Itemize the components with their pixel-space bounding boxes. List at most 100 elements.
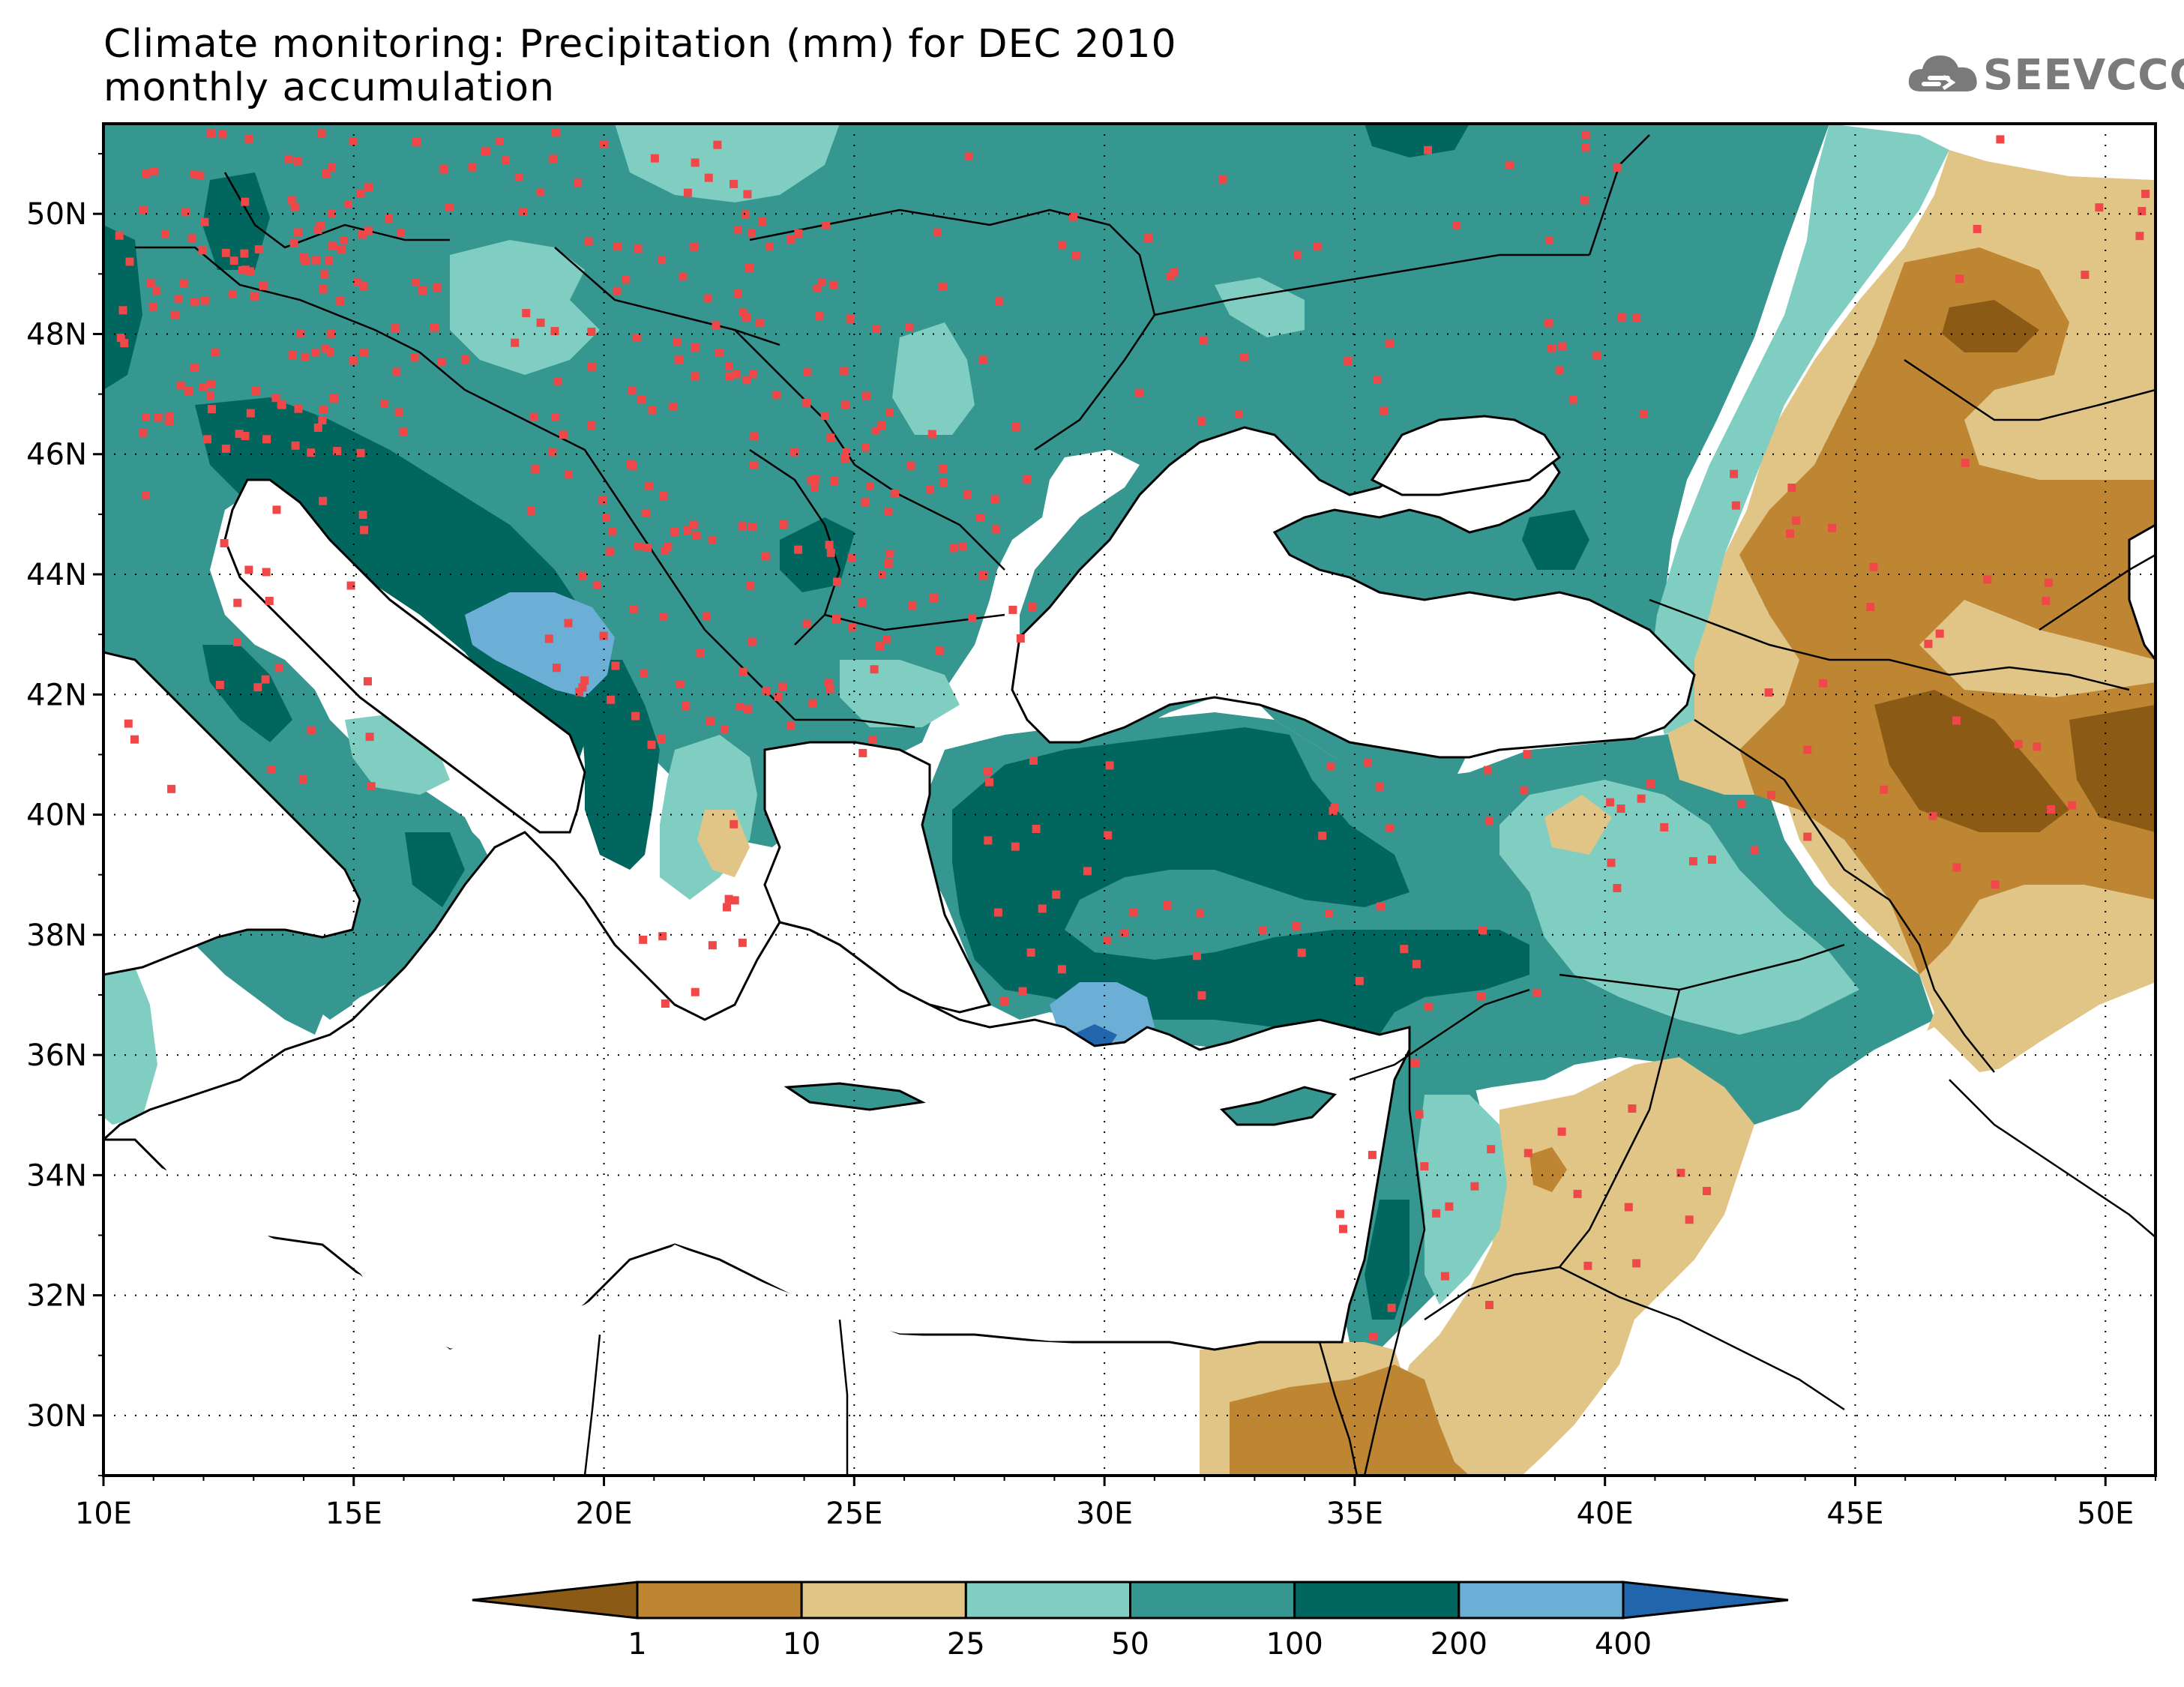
station-marker — [2141, 190, 2150, 199]
precip-region-sicily — [225, 930, 360, 1020]
station-marker — [208, 405, 216, 414]
station-marker — [1335, 1209, 1344, 1218]
station-marker — [549, 154, 558, 163]
station-marker — [738, 667, 747, 676]
station-marker — [346, 581, 355, 590]
precip-region-25-50-romania — [892, 322, 975, 435]
station-marker — [394, 408, 403, 417]
station-marker — [664, 542, 673, 551]
station-marker — [742, 376, 751, 385]
station-marker — [642, 508, 651, 517]
station-marker — [1196, 909, 1205, 918]
precip-region-turkey-dry — [1544, 795, 1612, 855]
station-marker — [206, 391, 215, 400]
station-marker — [1297, 948, 1306, 957]
station-marker — [815, 311, 824, 320]
station-marker — [963, 490, 972, 499]
station-marker — [1400, 945, 1409, 954]
lat-tick-label: 44N — [26, 558, 87, 592]
station-marker — [712, 321, 721, 330]
adriatic-sea — [223, 478, 586, 834]
station-marker — [274, 664, 283, 673]
station-marker — [241, 432, 250, 440]
lon-tick-label: 50E — [2077, 1497, 2134, 1531]
station-marker — [708, 535, 717, 544]
station-marker — [290, 202, 299, 211]
station-marker — [1613, 884, 1622, 892]
station-marker — [949, 544, 958, 553]
station-marker — [622, 275, 631, 284]
station-marker — [359, 282, 368, 291]
station-marker — [1000, 996, 1009, 1005]
station-marker — [1676, 1168, 1685, 1177]
station-marker — [626, 460, 635, 469]
station-marker — [802, 398, 811, 407]
station-marker — [1583, 1261, 1592, 1270]
station-marker — [825, 685, 834, 694]
station-marker — [643, 544, 652, 553]
precip-region-25-50-ukraine — [1215, 277, 1305, 337]
station-marker — [2095, 203, 2104, 212]
station-marker — [220, 539, 229, 547]
station-marker — [746, 581, 755, 590]
station-marker — [261, 675, 270, 684]
station-marker — [1952, 716, 1961, 725]
station-marker — [1737, 799, 1746, 808]
station-marker — [861, 443, 870, 452]
station-marker — [184, 387, 193, 395]
station-marker — [433, 283, 442, 292]
aegean-sea — [763, 741, 992, 1014]
station-marker — [1129, 908, 1138, 917]
station-marker — [1386, 339, 1395, 348]
station-marker — [1432, 1209, 1441, 1218]
station-marker — [1239, 353, 1248, 362]
precip-region-iraq-blob — [1529, 1147, 1567, 1192]
station-marker — [669, 402, 678, 411]
station-marker — [1869, 562, 1878, 571]
station-marker — [320, 270, 329, 279]
station-marker — [298, 775, 307, 784]
station-marker — [802, 619, 811, 628]
station-marker — [327, 329, 336, 338]
station-marker — [364, 183, 373, 192]
station-marker — [412, 137, 421, 146]
station-marker — [1632, 1259, 1641, 1268]
station-marker — [221, 444, 230, 453]
lat-tick-label: 36N — [26, 1038, 87, 1073]
station-marker — [328, 241, 337, 250]
station-marker — [1369, 1332, 1378, 1341]
colorbar-label: 1 — [628, 1627, 646, 1662]
station-marker — [288, 351, 297, 359]
station-marker — [1355, 976, 1364, 985]
station-marker — [634, 244, 643, 253]
station-marker — [522, 309, 531, 318]
station-marker — [307, 726, 316, 735]
station-marker — [1767, 790, 1775, 799]
station-marker — [778, 682, 787, 691]
station-marker — [696, 649, 705, 658]
station-marker — [825, 541, 834, 550]
station-marker — [658, 256, 667, 265]
station-marker — [548, 448, 557, 457]
station-marker — [221, 248, 230, 257]
station-marker — [277, 400, 286, 409]
station-marker — [289, 238, 298, 247]
station-marker — [241, 197, 250, 206]
station-marker — [691, 372, 700, 381]
station-marker — [758, 217, 767, 226]
station-marker — [495, 137, 504, 145]
station-marker — [715, 348, 724, 357]
station-marker — [832, 615, 840, 623]
precip-region-25-50-hungary — [450, 240, 600, 375]
station-marker — [599, 631, 608, 640]
station-marker — [964, 151, 973, 160]
station-marker — [725, 372, 734, 381]
station-marker — [927, 430, 936, 439]
station-marker — [313, 226, 322, 235]
station-marker — [1792, 516, 1801, 525]
station-marker — [584, 237, 593, 246]
station-marker — [1580, 196, 1589, 205]
station-marker — [1803, 745, 1812, 754]
station-marker — [179, 279, 188, 288]
station-marker — [559, 430, 568, 439]
